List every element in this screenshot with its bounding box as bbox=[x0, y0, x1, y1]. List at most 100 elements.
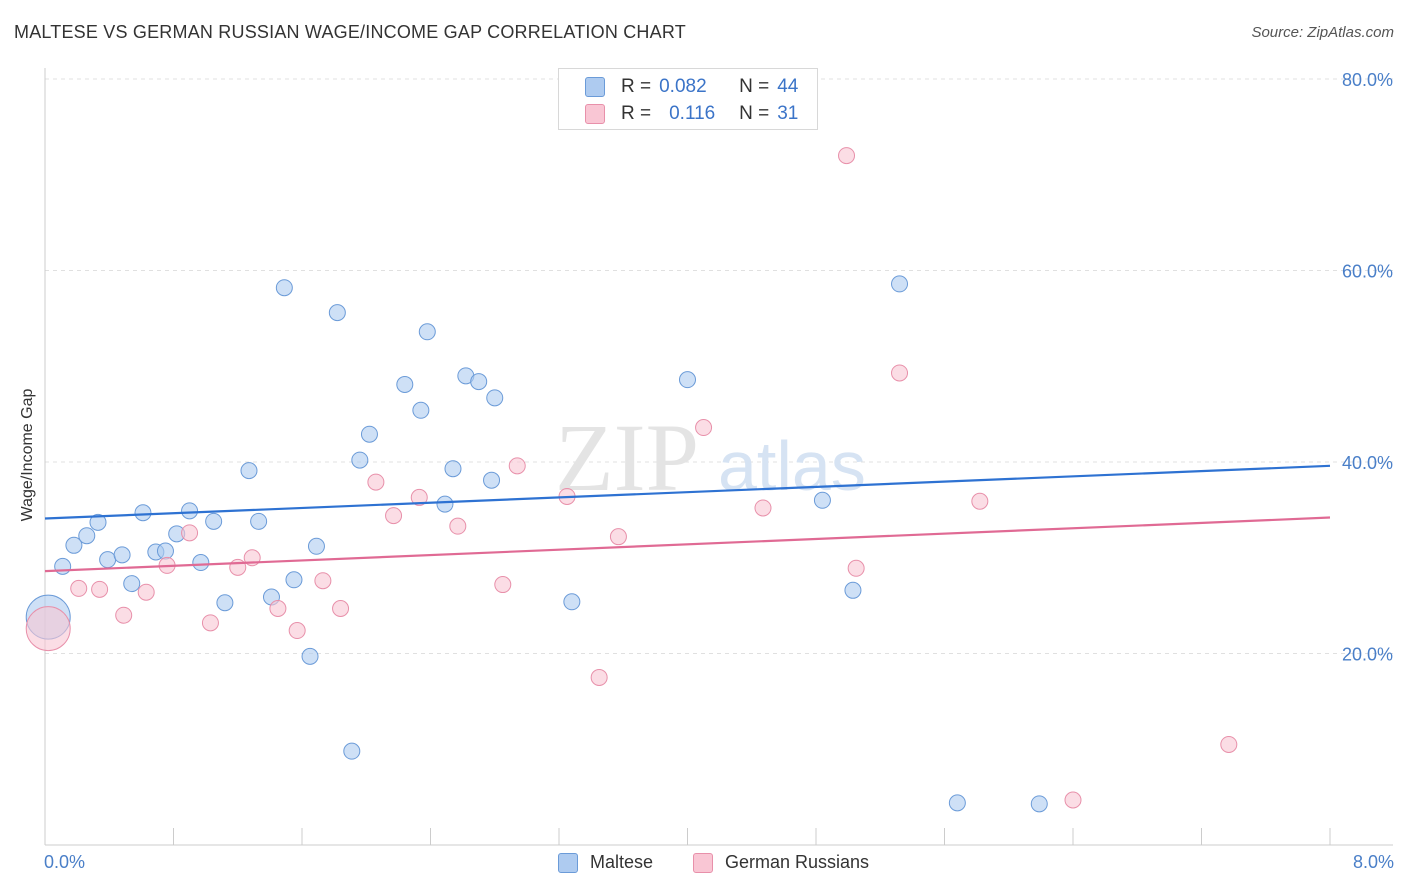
data-point-maltese bbox=[483, 471, 501, 489]
data-point-maltese bbox=[78, 527, 96, 545]
data-point-maltese bbox=[412, 401, 430, 419]
data-point-maltese bbox=[134, 504, 152, 522]
data-point-maltese bbox=[343, 742, 361, 760]
data-point-german-russians bbox=[1220, 735, 1238, 753]
data-point-german-russians bbox=[181, 524, 199, 542]
data-point-german-russians bbox=[891, 364, 909, 382]
watermark-atlas: atlas bbox=[718, 427, 866, 505]
data-point-maltese bbox=[844, 581, 862, 599]
bottom-legend-swatch-maltese bbox=[558, 852, 578, 873]
bottom-legend-maltese: Maltese bbox=[558, 852, 653, 873]
legend-r-label: R = bbox=[621, 103, 652, 124]
data-point-maltese bbox=[396, 375, 414, 393]
data-point-german-russians bbox=[115, 606, 133, 624]
data-point-german-russians bbox=[314, 572, 332, 590]
data-point-german-russians bbox=[695, 419, 713, 437]
data-point-german-russians bbox=[70, 579, 88, 597]
trend-line-german-russians bbox=[44, 516, 1331, 573]
data-point-maltese bbox=[65, 536, 83, 554]
data-point-german-russians bbox=[1064, 791, 1082, 809]
data-point-maltese bbox=[250, 512, 268, 530]
bottom-legend-swatch-german-russians bbox=[693, 852, 713, 873]
data-point-maltese bbox=[470, 373, 488, 391]
data-point-german-russians bbox=[590, 668, 608, 686]
legend-swatch-german-russians bbox=[585, 104, 605, 124]
data-point-german-russians bbox=[971, 492, 989, 510]
legend-swatch-maltese bbox=[585, 77, 605, 97]
data-point-maltese bbox=[444, 460, 462, 478]
y-tick-label: 40.0% bbox=[1342, 453, 1393, 473]
data-point-maltese bbox=[240, 462, 258, 480]
data-point-german-russians bbox=[367, 473, 385, 491]
bottom-legend: Maltese German Russians bbox=[0, 850, 1406, 880]
y-tick-label: 60.0% bbox=[1342, 262, 1393, 282]
data-point-maltese bbox=[436, 495, 454, 513]
data-point-maltese bbox=[360, 425, 378, 443]
data-point-maltese bbox=[486, 389, 504, 407]
stats-legend: R = 0.082 N = 44 R = 0.116 N = 31 bbox=[558, 68, 818, 130]
data-point-maltese bbox=[351, 451, 369, 469]
data-point-german-russians bbox=[838, 147, 856, 165]
data-point-german-russians bbox=[137, 583, 155, 601]
data-point-german-russians bbox=[410, 488, 428, 506]
data-point-maltese bbox=[181, 502, 199, 520]
data-point-maltese bbox=[418, 323, 436, 341]
data-point-maltese bbox=[563, 593, 581, 611]
data-point-german-russians bbox=[754, 499, 772, 517]
bottom-legend-label-maltese: Maltese bbox=[590, 852, 654, 872]
data-point-german-russians bbox=[609, 528, 627, 546]
data-point-german-russians bbox=[449, 517, 467, 535]
data-point-maltese bbox=[1030, 795, 1048, 813]
x-tick-label-max: 8.0% bbox=[1352, 852, 1394, 872]
data-point-german-russians bbox=[91, 580, 109, 598]
data-point-maltese bbox=[89, 513, 107, 531]
y-tick-label: 80.0% bbox=[1342, 70, 1393, 90]
data-point-maltese bbox=[54, 557, 72, 575]
data-point-german-russians bbox=[25, 606, 71, 652]
bottom-legend-label-german-russians: German Russians bbox=[725, 852, 870, 872]
data-point-german-russians bbox=[847, 559, 865, 577]
y-axis-title: Wage/Income Gap bbox=[19, 388, 36, 522]
legend-r-value: 0.082 bbox=[659, 76, 707, 97]
legend-row-german-russians: R = 0.116 N = 31 bbox=[585, 102, 798, 126]
data-point-maltese bbox=[285, 571, 303, 589]
y-tick-labels: 20.0% 40.0% 60.0% 80.0% bbox=[1342, 70, 1393, 665]
trend-line-maltese bbox=[44, 464, 1331, 520]
data-point-maltese bbox=[192, 554, 210, 572]
legend-r-label: R = bbox=[621, 76, 652, 97]
trend-lines bbox=[44, 464, 1331, 573]
legend-n-label: N = bbox=[739, 103, 770, 124]
chart-title: MALTESE VS GERMAN RUSSIAN WAGE/INCOME GA… bbox=[14, 22, 686, 42]
data-point-maltese bbox=[948, 794, 966, 812]
data-point-maltese bbox=[679, 371, 696, 389]
data-point-maltese bbox=[275, 279, 293, 297]
data-point-german-russians bbox=[332, 599, 350, 617]
data-point-maltese bbox=[301, 647, 319, 665]
data-point-german-russians bbox=[508, 457, 526, 475]
data-point-maltese bbox=[113, 546, 131, 564]
source-label: Source: ZipAtlas.com bbox=[1251, 24, 1394, 41]
data-points bbox=[25, 99, 1238, 813]
data-point-maltese bbox=[216, 594, 234, 612]
data-point-maltese bbox=[328, 304, 346, 322]
legend-n-value: 31 bbox=[777, 103, 799, 124]
data-point-german-russians bbox=[385, 507, 403, 525]
legend-r-value: 0.116 bbox=[669, 103, 716, 124]
legend-row-maltese: R = 0.082 N = 44 bbox=[585, 75, 798, 99]
data-point-maltese bbox=[307, 537, 325, 555]
data-point-maltese bbox=[123, 575, 141, 593]
bottom-legend-german-russians: German Russians bbox=[693, 852, 869, 873]
axes bbox=[44, 68, 1393, 846]
data-point-german-russians bbox=[229, 558, 247, 576]
gridlines bbox=[45, 78, 1393, 654]
data-point-german-russians bbox=[201, 614, 219, 632]
x-tick-label-min: 0.0% bbox=[44, 852, 86, 872]
data-point-german-russians bbox=[269, 599, 287, 617]
legend-n-label: N = bbox=[739, 76, 770, 97]
data-point-german-russians bbox=[288, 622, 306, 640]
data-point-maltese bbox=[156, 542, 174, 560]
data-point-maltese bbox=[891, 275, 909, 293]
data-point-maltese bbox=[813, 491, 831, 509]
data-point-maltese bbox=[205, 512, 223, 530]
